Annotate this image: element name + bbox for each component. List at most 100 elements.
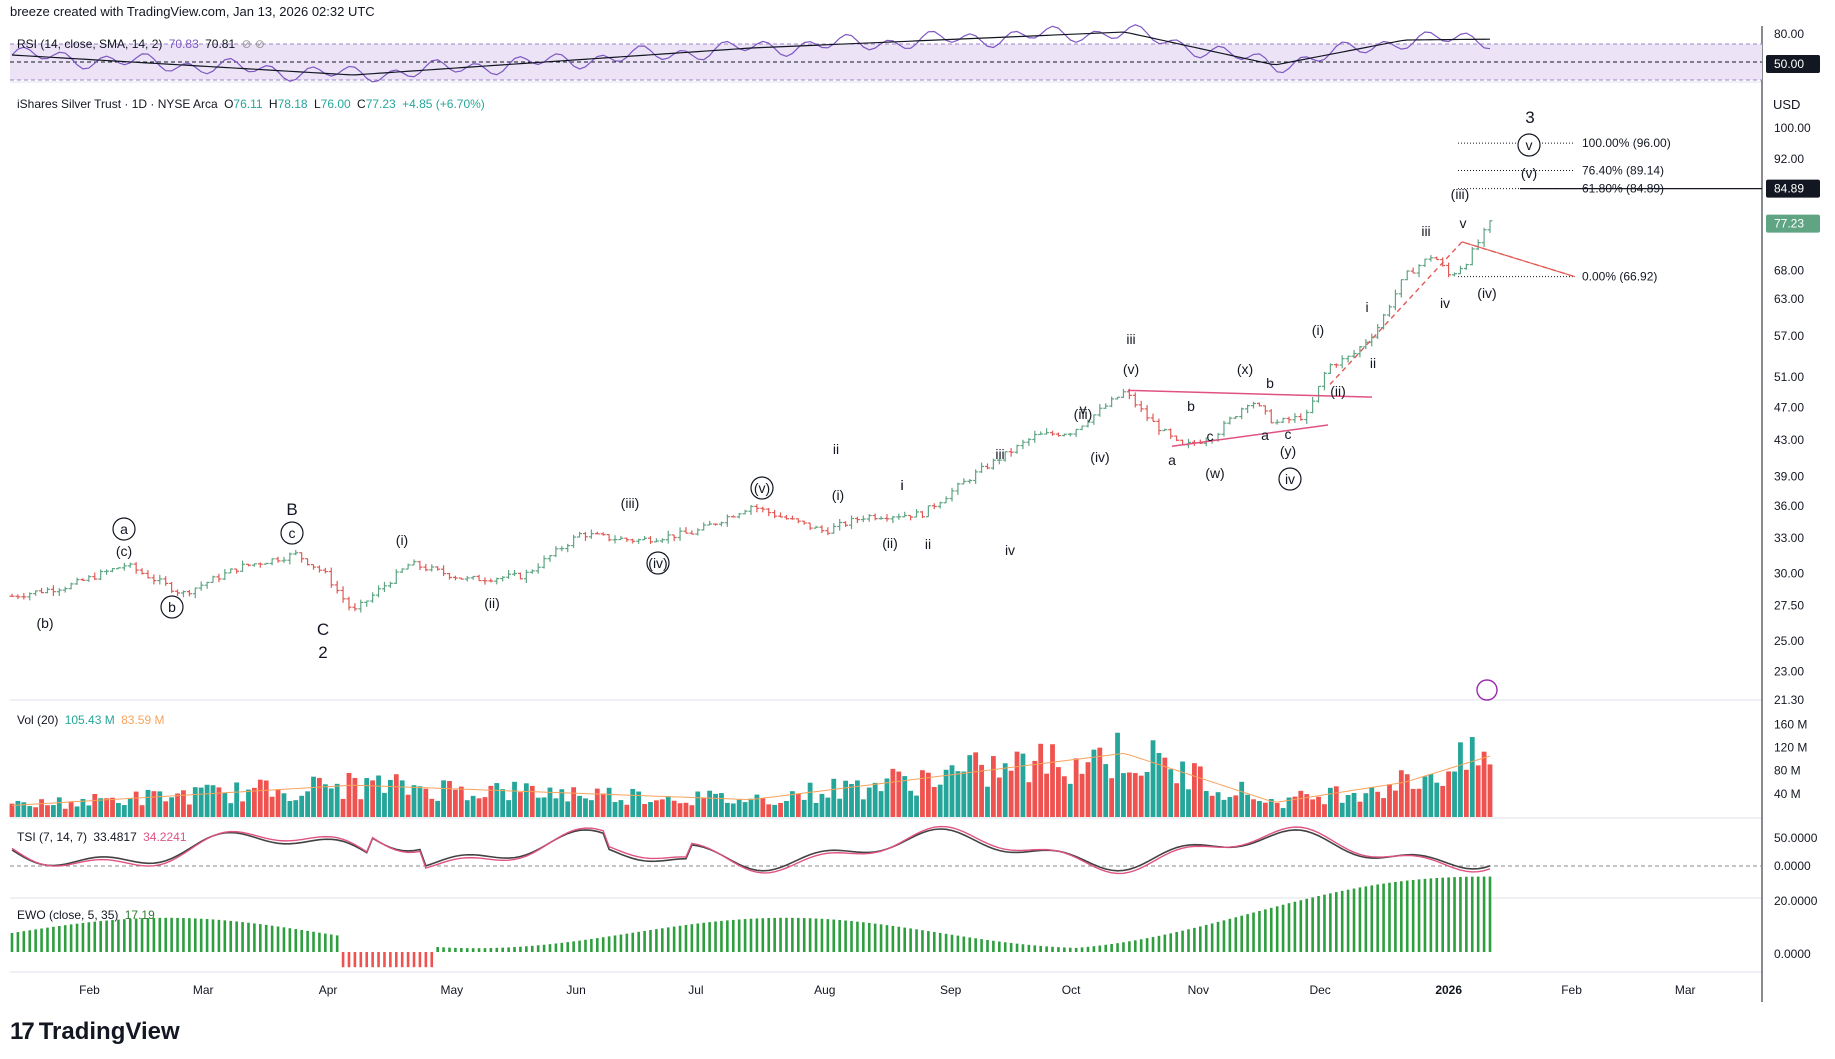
ewo-bar	[1317, 896, 1320, 952]
vol-bar	[872, 782, 878, 817]
vol-bar	[760, 797, 766, 817]
ewo-bar	[1057, 947, 1060, 952]
vol-tick-label: 80 M	[1774, 764, 1801, 778]
vol-bar	[399, 780, 405, 817]
ewo-bar	[1323, 894, 1326, 952]
triangle-lower-line	[1171, 424, 1329, 447]
ewo-bar	[932, 932, 936, 952]
wave-label: ii	[1370, 355, 1376, 371]
ewo-bar	[554, 943, 558, 952]
wave-label: C	[317, 620, 329, 639]
wave-circle	[280, 521, 304, 545]
vol-bar	[535, 797, 541, 817]
triangle-upper-line	[1127, 389, 1373, 398]
wave-label: (iv)	[1477, 285, 1496, 301]
vol-bar	[719, 793, 724, 817]
rsi-tag-label: 50.00	[1774, 57, 1804, 71]
vol-bar	[1475, 765, 1481, 817]
vol-bar	[1245, 794, 1251, 817]
ewo-bar	[519, 946, 522, 952]
vol-bar	[1434, 782, 1440, 817]
ewo-bar	[477, 948, 481, 952]
ewo-bar	[1068, 947, 1072, 952]
vol-bar	[1381, 798, 1386, 817]
ewo-bar	[223, 920, 227, 952]
vol-bar	[748, 798, 754, 817]
price-tick-label: 51.00	[1774, 370, 1804, 384]
vol-legend-value2: 83.59 M	[121, 713, 165, 727]
vol-bar	[1469, 737, 1475, 817]
vol-bar	[784, 801, 789, 817]
wave-label: (iv)	[648, 555, 667, 571]
vol-bar	[453, 789, 458, 817]
vol-bar	[86, 805, 92, 817]
vol-bar	[541, 797, 547, 817]
ewo-bar	[513, 947, 516, 952]
wave-label: b	[1187, 398, 1195, 414]
vol-bar	[1316, 796, 1321, 817]
ewo-bar	[572, 941, 575, 952]
ewo-bar	[430, 952, 434, 968]
price-tick-label: 39.00	[1774, 469, 1804, 483]
ewo-bar	[1074, 947, 1078, 952]
vol-bar	[340, 798, 346, 817]
vol-bar	[488, 785, 494, 817]
price-tick-label: 23.00	[1774, 665, 1804, 679]
vol-bar	[914, 795, 919, 817]
ewo-bar	[63, 925, 67, 952]
vol-bar	[1446, 771, 1452, 817]
vol-bar	[1002, 763, 1008, 817]
vol-bar	[198, 787, 204, 817]
symbol-title[interactable]: iShares Silver Trust · 1D · NYSE Arca	[17, 97, 218, 111]
ewo-bar	[507, 947, 510, 952]
vol-bar	[1268, 799, 1274, 817]
vol-bar	[860, 799, 866, 817]
vol-bar	[92, 793, 98, 817]
ewo-bar	[300, 929, 303, 952]
vol-bar	[1132, 773, 1138, 817]
vol-bar	[476, 798, 482, 817]
rsi-legend-value1: 70.83	[168, 37, 199, 51]
vol-bar	[1073, 758, 1079, 817]
ewo-bar	[1340, 890, 1344, 952]
vol-bar	[1327, 787, 1333, 817]
ewo-bar	[318, 932, 321, 952]
ewo-bar	[927, 931, 930, 952]
ewo-bar	[1187, 929, 1190, 952]
vol-bar	[204, 784, 210, 817]
change-value: +4.85 (+6.70%)	[402, 97, 485, 111]
ewo-bars	[10, 876, 1492, 968]
vol-bar	[1150, 740, 1156, 817]
currency-label[interactable]: USD	[1773, 97, 1801, 112]
vol-bar	[387, 779, 393, 817]
vol-bar	[1026, 782, 1032, 817]
vol-bar	[1056, 767, 1061, 817]
wave-label: (i)	[832, 487, 844, 503]
ewo-bar	[394, 952, 398, 968]
time-tick-label: Jul	[688, 983, 703, 997]
price-tick-label: 33.00	[1774, 531, 1804, 545]
vol-bar	[1085, 762, 1091, 817]
vol-bar	[529, 785, 535, 817]
ewo-bar	[424, 952, 428, 968]
vol-bar	[1203, 791, 1209, 817]
vol-bar	[39, 799, 44, 817]
eye-icon[interactable]: ⊘ ⊘	[241, 37, 265, 51]
vol-bar	[216, 787, 222, 817]
vol-bar	[464, 800, 470, 817]
wave-label: i	[900, 477, 903, 493]
vol-bar	[553, 798, 559, 817]
ewo-bar	[87, 922, 91, 952]
ewo-bar	[418, 952, 422, 968]
time-tick-label: May	[441, 983, 464, 997]
ewo-bar	[950, 934, 954, 952]
vol-bar	[1463, 769, 1469, 817]
ewo-bar	[1281, 904, 1285, 952]
ewo-bar	[471, 948, 475, 952]
ewo-bar	[1086, 946, 1090, 952]
vol-bar	[121, 805, 127, 817]
ewo-bar	[1346, 889, 1350, 952]
time-tick-label: Oct	[1062, 983, 1081, 997]
ewo-bar	[1476, 876, 1480, 952]
